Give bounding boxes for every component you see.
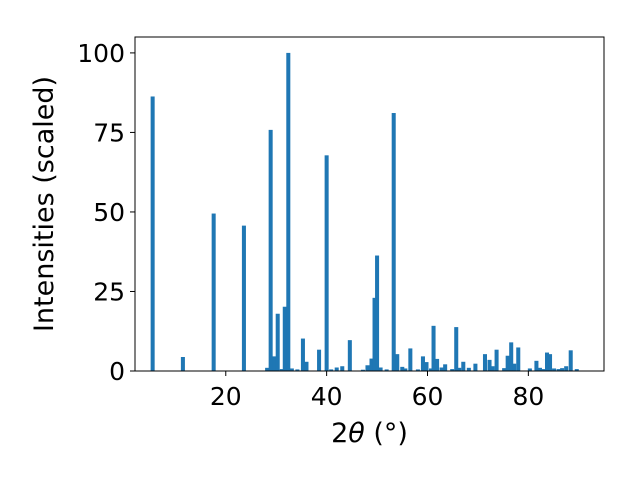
x-tick-label: 20	[210, 382, 242, 411]
bar	[365, 365, 370, 371]
bar	[180, 357, 185, 371]
y-tick-label: 50	[93, 198, 125, 227]
bar	[560, 368, 565, 371]
bar	[466, 367, 471, 371]
bar	[340, 366, 345, 371]
bar	[415, 369, 420, 371]
bar	[347, 340, 352, 371]
bar	[265, 367, 270, 371]
x-axis-label: 2θ (°)	[331, 418, 408, 449]
y-axis-label: Intensities (scaled)	[29, 76, 60, 332]
bar	[443, 364, 448, 371]
bar	[324, 155, 329, 371]
x-axis-label-prefix: 2	[331, 418, 348, 449]
y-tick-label: 0	[109, 357, 125, 386]
bar	[408, 348, 413, 371]
bar	[286, 52, 291, 372]
y-axis: 0 25 50 75 100	[77, 39, 135, 386]
bar	[534, 360, 539, 371]
bar	[540, 369, 545, 371]
bar	[505, 355, 510, 371]
bar	[282, 306, 287, 371]
bar	[241, 225, 246, 371]
x-axis-label-symbol: θ	[348, 418, 365, 449]
bar	[564, 366, 569, 371]
bar	[487, 359, 492, 371]
bar	[317, 349, 322, 371]
bar	[424, 362, 429, 371]
y-tick-label: 25	[93, 277, 125, 306]
x-axis: 20 40 60 80	[210, 371, 544, 411]
bar	[494, 349, 499, 371]
bar	[552, 368, 557, 371]
bar	[439, 367, 444, 371]
bar	[482, 354, 487, 371]
bar	[429, 368, 434, 371]
plot-frame	[134, 36, 605, 372]
bar	[372, 297, 377, 371]
bar	[360, 369, 365, 371]
bar	[450, 369, 455, 371]
bar	[461, 361, 466, 371]
bar	[574, 369, 579, 371]
bar	[334, 367, 339, 371]
bar	[272, 356, 277, 371]
bar	[329, 369, 334, 371]
bar	[548, 354, 553, 371]
bar	[391, 113, 396, 372]
bar	[378, 367, 383, 371]
bar	[400, 366, 405, 371]
bar	[516, 347, 521, 371]
y-tick-label: 75	[93, 118, 125, 147]
bar	[431, 325, 436, 371]
bar	[211, 213, 216, 371]
bar	[375, 255, 380, 371]
bar	[502, 368, 507, 371]
bar	[279, 369, 284, 371]
bar	[268, 129, 273, 371]
bar	[150, 96, 155, 371]
bar	[537, 367, 542, 371]
bar	[490, 366, 495, 371]
bar	[395, 354, 400, 371]
y-tick-label: 100	[77, 39, 125, 68]
bar	[545, 352, 550, 371]
bar	[384, 369, 389, 371]
x-axis-label-unit: (°)	[365, 418, 408, 449]
bar	[275, 313, 280, 371]
bar	[509, 342, 514, 371]
bar	[304, 361, 309, 371]
x-tick-label: 60	[412, 382, 444, 411]
bar	[454, 327, 459, 371]
bar-series	[150, 52, 579, 372]
bar	[457, 367, 462, 371]
bar	[289, 368, 294, 371]
bar	[473, 363, 478, 371]
bar	[568, 350, 573, 371]
bar	[435, 358, 440, 371]
bar	[369, 358, 374, 371]
bar	[295, 369, 300, 371]
bar	[556, 369, 561, 371]
bar	[512, 363, 517, 371]
x-tick-label: 80	[512, 382, 544, 411]
bar	[300, 338, 305, 371]
bar	[527, 368, 532, 371]
bar	[403, 368, 408, 371]
bar	[420, 356, 425, 371]
x-tick-label: 40	[311, 382, 343, 411]
